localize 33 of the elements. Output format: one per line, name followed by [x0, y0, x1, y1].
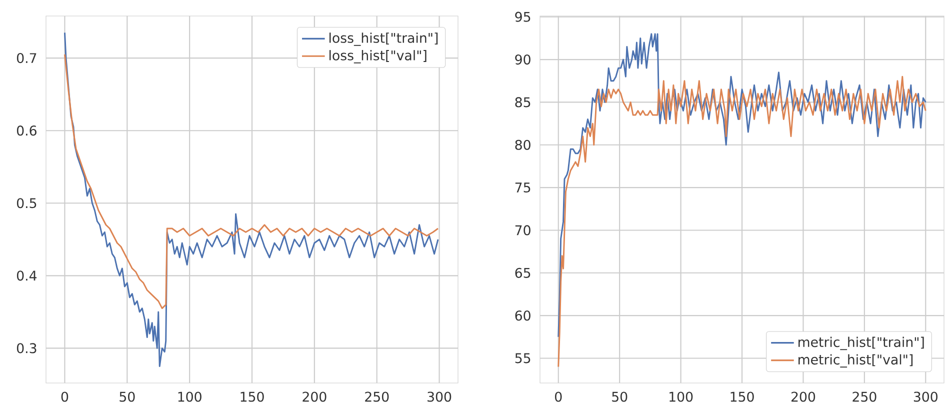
y-tick-label: 0.5 [16, 198, 36, 208]
y-tick-label: 0.3 [16, 343, 36, 354]
x-tick-label: 200 [302, 392, 326, 402]
x-tick-label: 50 [612, 392, 628, 402]
y-tick-label: 0.7 [16, 53, 36, 64]
x-tick-label: 300 [428, 392, 452, 402]
y-tick-label: 65 [515, 268, 530, 278]
legend-label: metric_hist["val"] [798, 354, 913, 368]
legend-label: loss_hist["train"] [330, 32, 438, 46]
y-tick-label: 0.6 [16, 126, 36, 136]
y-tick-label: 0.4 [16, 270, 37, 281]
x-tick-label: 250 [852, 392, 876, 402]
y-tick-label: 70 [515, 225, 530, 236]
y-tick-label: 55 [515, 353, 530, 364]
y-tick-label: 75 [515, 182, 530, 193]
y-tick-label: 60 [515, 310, 530, 321]
x-tick-label: 250 [365, 392, 389, 402]
x-tick-label: 300 [914, 392, 938, 402]
x-tick-label: 0 [555, 392, 562, 402]
legend-label: loss_hist["val"] [330, 50, 426, 64]
x-tick-label: 50 [120, 392, 135, 402]
legend-label: metric_hist["train"] [798, 336, 924, 350]
y-tick-label: 95 [515, 12, 530, 22]
x-tick-label: 100 [178, 392, 202, 402]
y-tick-label: 90 [515, 54, 530, 65]
x-tick-label: 0 [61, 392, 68, 402]
x-tick-label: 150 [240, 392, 264, 402]
x-tick-label: 100 [670, 392, 693, 402]
y-tick-label: 80 [515, 140, 530, 150]
line-series [558, 76, 926, 368]
x-tick-label: 200 [791, 392, 816, 402]
x-tick-label: 150 [730, 392, 754, 402]
y-tick-label: 85 [515, 97, 530, 108]
